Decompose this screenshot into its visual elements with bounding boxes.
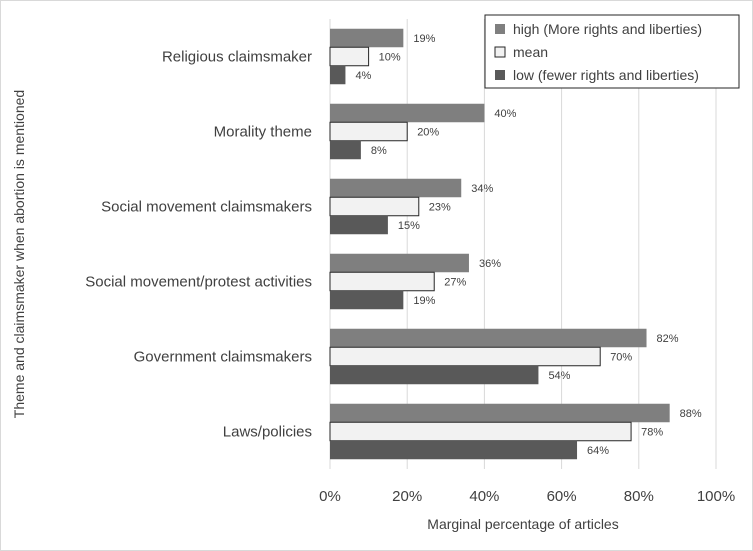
category-label: Social movement claimsmakers	[101, 199, 312, 216]
x-axis-title: Marginal percentage of articles	[427, 516, 618, 532]
category-label: Social movement/protest activities	[85, 274, 312, 291]
y-axis-title: Theme and claimsmaker when abortion is m…	[11, 90, 27, 418]
x-tick-label: 60%	[547, 488, 577, 505]
category-labels: Religious claimsmaker Morality theme Socia…	[85, 49, 312, 441]
x-tick-label: 80%	[624, 488, 654, 505]
data-label: 27%	[444, 277, 466, 289]
bar	[329, 46, 370, 67]
data-label: 4%	[355, 70, 371, 82]
bar	[330, 440, 578, 460]
data-label: 23%	[429, 202, 451, 214]
legend-swatch	[495, 70, 505, 80]
bar	[330, 65, 346, 85]
bars	[329, 28, 670, 460]
bar	[330, 290, 404, 310]
legend-swatch	[494, 46, 506, 58]
bar	[330, 178, 462, 198]
data-label: 8%	[371, 145, 387, 157]
data-label: 19%	[413, 295, 435, 307]
bar	[330, 365, 539, 385]
bar	[330, 140, 361, 160]
legend-swatch	[495, 24, 505, 34]
legend-label: low (fewer rights and liberties)	[513, 67, 699, 83]
x-tick-labels: 0% 20% 40% 60% 80% 100%	[319, 488, 735, 505]
data-label: 40%	[494, 108, 516, 120]
legend-label: high (More rights and liberties)	[513, 21, 702, 37]
bar	[329, 271, 435, 292]
bar	[329, 421, 632, 442]
x-tick-label: 40%	[469, 488, 499, 505]
legend-box	[484, 14, 740, 89]
data-label: 54%	[548, 370, 570, 382]
bar	[330, 403, 670, 423]
bar	[329, 121, 408, 142]
bar	[330, 103, 485, 123]
data-label: 78%	[641, 427, 663, 439]
category-label: Religious claimsmaker	[162, 49, 312, 66]
legend: high (More rights and liberties) mean low …	[484, 14, 740, 89]
bar	[330, 215, 388, 235]
data-label: 15%	[398, 220, 420, 232]
data-label: 36%	[479, 258, 501, 270]
legend-label: mean	[513, 44, 548, 60]
data-label: 34%	[471, 183, 493, 195]
x-tick-label: 100%	[697, 488, 735, 505]
bar	[330, 328, 647, 348]
bar	[329, 196, 420, 217]
category-label: Laws/policies	[223, 424, 312, 441]
category-label: Morality theme	[214, 124, 312, 141]
data-label: 10%	[379, 52, 401, 64]
data-label: 82%	[657, 333, 679, 345]
data-label: 88%	[680, 408, 702, 420]
category-label: Government claimsmakers	[134, 349, 312, 366]
data-label: 20%	[417, 127, 439, 139]
x-tick-label: 0%	[319, 488, 341, 505]
data-label: 64%	[587, 445, 609, 457]
data-label: 19%	[413, 33, 435, 45]
data-labels: 19% 10% 4% 40% 20% 8% 34% 23% 15% 36% 27% 19% 82% 70%…	[355, 33, 701, 457]
bar	[330, 28, 404, 48]
data-label: 70%	[610, 352, 632, 364]
x-tick-label: 20%	[392, 488, 422, 505]
bar	[330, 253, 469, 273]
gridlines	[329, 19, 717, 469]
bar	[329, 346, 601, 367]
